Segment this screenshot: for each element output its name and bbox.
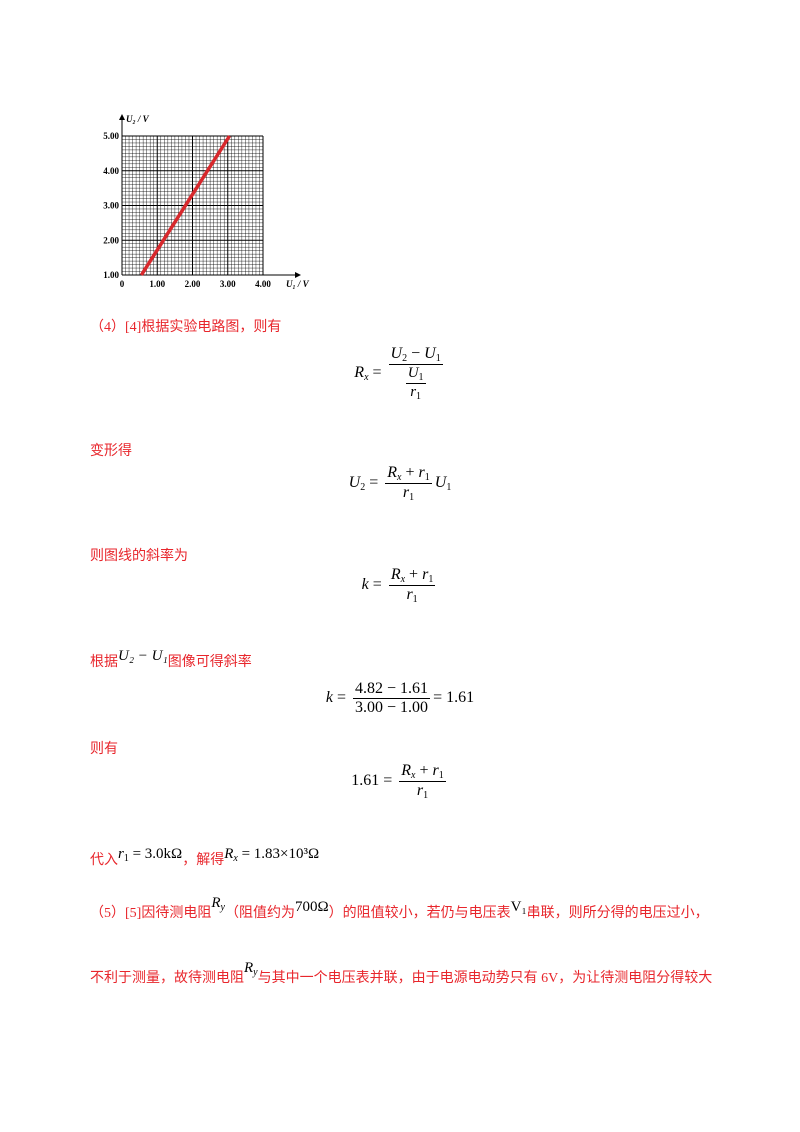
p5-a: （5）[5]因待测电阻 (90, 906, 212, 921)
paragraph-5: （5）[5]因待测电阻Ry（阻值约为700Ω）的阻值较小，若仍与电压表V₁串联，… (90, 895, 709, 921)
calc-den: 3.00 − 1.00 (355, 699, 429, 716)
y-tick-label: 4.00 (103, 166, 119, 176)
x-tick-label: 2.00 (185, 279, 201, 289)
p5-resistance: 700Ω (294, 899, 329, 915)
text-slope-intro: 则图线的斜率为 (90, 549, 188, 564)
p6-b: 与其中一个电压表并联，由于电源电动势只有 6V，为让待测电阻分得较大 (257, 971, 713, 986)
calc-num: 4.82 − 1.61 (353, 680, 431, 699)
x-tick-label: 1.00 (149, 279, 165, 289)
y-axis-label: U₂ / V (126, 114, 150, 124)
x-axis-arrow (295, 272, 301, 278)
p5-voltmeter: V₁ (510, 899, 527, 915)
equation-u2: U2 = Rx + r1 r1 U1 (348, 464, 452, 503)
p5-b: （阻值约为 (224, 906, 295, 921)
text-zeyou: 则有 (90, 742, 118, 757)
r1-value: = 3.0kΩ (132, 846, 183, 862)
y-axis-arrow (119, 114, 125, 120)
text-dairu: 代入r1 = 3.0kΩ，解得Rx = 1.83×10³Ω (90, 846, 320, 868)
text-bianxing: 变形得 (90, 444, 132, 459)
p6-a: 不利于测量，故待测电阻 (90, 971, 244, 986)
coef: 1.61 = (351, 772, 393, 790)
x-axis-label: U₁ / V (286, 279, 310, 289)
dairu-label: 代入 (90, 853, 118, 868)
equation-161: 1.61 = Rx + r1 r1 (351, 762, 446, 801)
y-tick-label: 2.00 (103, 235, 119, 245)
p5-f: 串联，则所分得的电压过小， (526, 906, 709, 921)
grid (121, 135, 264, 276)
text-genju: 根据U₂ − U₁图像可得斜率 (90, 648, 252, 671)
equation-rx: Rx = U2 − U1 U1 r1 (354, 345, 443, 402)
y-tick-label: 1.00 (103, 270, 119, 280)
jiede-label: ，解得 (182, 853, 225, 868)
x-tick-label: 3.00 (220, 279, 236, 289)
x-tick-label: 0 (120, 279, 125, 289)
equation-k-calc: k = 4.82 − 1.61 3.00 − 1.00 = 1.61 (325, 680, 475, 716)
genju-label: 根据 (90, 655, 118, 670)
equation-k: k = Rx + r1 r1 (361, 566, 436, 605)
y-tick-label: 5.00 (103, 131, 119, 141)
calc-result: = 1.61 (433, 689, 475, 707)
paragraph-6: 不利于测量，故待测电阻Ry与其中一个电压表并联，由于电源电动势只有 6V，为让待… (90, 960, 713, 986)
u2-u1-graph: 0 1.00 2.00 3.00 4.001.002.003.004.005.00U₁ … (103, 114, 310, 289)
paragraph-4: （4）[4]根据实验电路图，则有 (90, 320, 282, 335)
rx-value: = 1.83×10³Ω (241, 846, 320, 862)
p5-d: ）的阻值较小，若仍与电压表 (328, 906, 511, 921)
genju-var: U₂ − U₁ (118, 648, 168, 664)
x-tick-label: 4.00 (255, 279, 271, 289)
genju-tail: 图像可得斜率 (167, 655, 252, 670)
y-tick-label: 3.00 (103, 201, 119, 211)
data-line (139, 135, 231, 276)
